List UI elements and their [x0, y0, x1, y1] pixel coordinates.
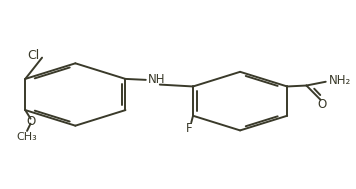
Text: NH: NH — [147, 73, 165, 86]
Text: F: F — [186, 122, 193, 135]
Text: O: O — [318, 98, 327, 111]
Text: NH₂: NH₂ — [329, 74, 351, 87]
Text: Cl: Cl — [27, 49, 40, 62]
Text: O: O — [26, 115, 35, 128]
Text: CH₃: CH₃ — [17, 132, 37, 142]
